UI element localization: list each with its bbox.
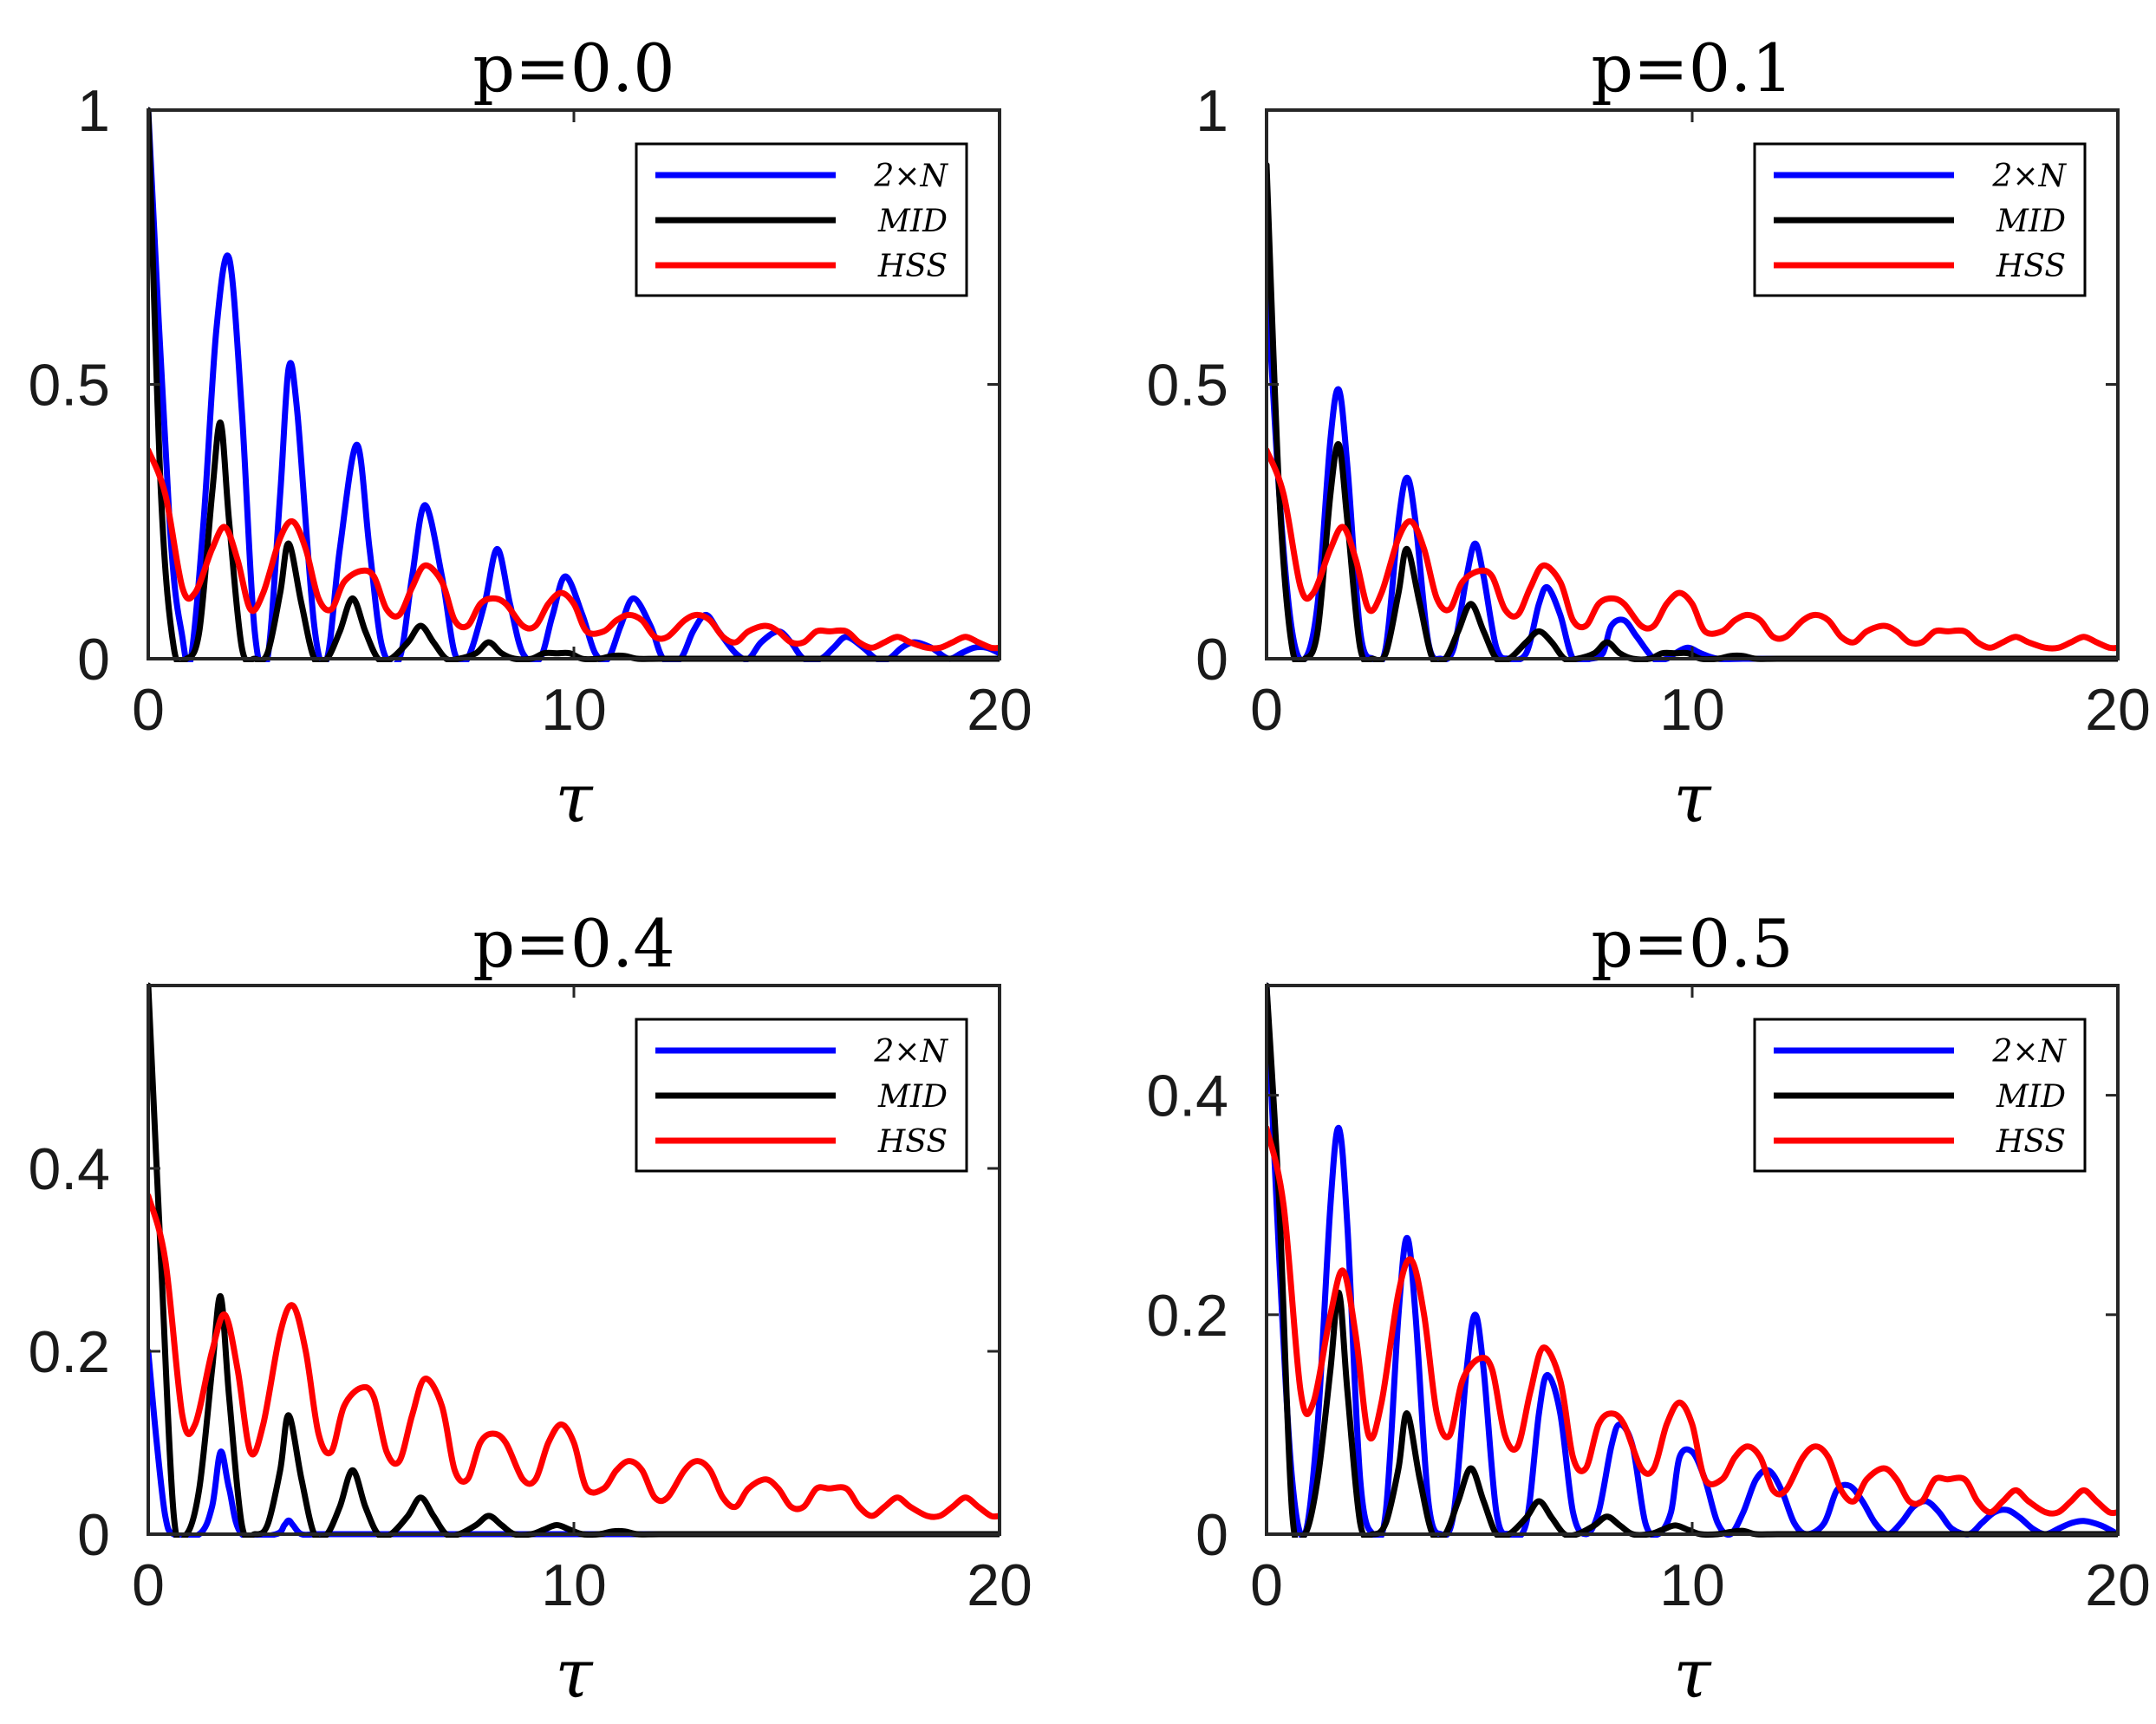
x-axis-label: τ (555, 760, 594, 838)
legend: 2×N MID HSS (1753, 1018, 2087, 1173)
x-tick-label: 20 (967, 677, 1032, 743)
y-tick-label: 0 (1195, 1502, 1228, 1568)
y-tick-label: 0.4 (28, 1136, 110, 1202)
legend: 2×N MID HSS (635, 142, 968, 297)
x-tick-label: 10 (541, 677, 607, 743)
y-tick-label: 0.5 (1146, 353, 1228, 419)
x-tick-label: 20 (2085, 677, 2151, 743)
x-tick-label: 0 (132, 677, 165, 743)
y-tick-label: 0 (77, 1502, 110, 1568)
legend: 2×N MID HSS (635, 1018, 968, 1173)
legend: 2×N MID HSS (1753, 142, 2087, 297)
x-tick-label: 10 (541, 1552, 607, 1618)
legend-label-HSS: HSS (877, 249, 948, 284)
x-axis-label: τ (1673, 760, 1712, 838)
subplot-3: p=0.4 0 10 20 0 0.2 0.4 τ 2×N MID HSS (28, 905, 1032, 1714)
legend-label-MID: MID (877, 204, 948, 239)
x-tick-label: 20 (967, 1552, 1032, 1618)
y-tick-label: 0.5 (28, 353, 110, 419)
subplot-title: p=0.5 (1591, 905, 1793, 982)
legend-label-2xN: 2×N (873, 159, 948, 194)
y-tick-label: 0 (77, 627, 110, 693)
x-tick-label: 0 (1250, 677, 1283, 743)
x-tick-label: 20 (2085, 1552, 2151, 1618)
series-line-HSS (148, 447, 1000, 652)
legend-label-HSS: HSS (1996, 1124, 2066, 1160)
series-line-HSS (1267, 447, 2118, 652)
subplot-2: p=0.1 0 10 20 0 0.5 1 τ 2×N MID HSS (1146, 29, 2150, 838)
series-line-HSS (1267, 1125, 2118, 1517)
series-line-HSS (148, 1193, 1000, 1520)
legend-label-HSS: HSS (877, 1124, 948, 1160)
legend-label-MID: MID (1996, 204, 2066, 239)
series-line-2xN (148, 107, 1000, 662)
x-tick-label: 0 (132, 1552, 165, 1618)
subplot-title: p=0.4 (472, 905, 674, 982)
x-axis-label: τ (555, 1636, 594, 1714)
x-axis-label: τ (1673, 1636, 1712, 1714)
subplot-4: p=0.5 0 10 20 0 0.2 0.4 τ 2×N MID HSS (1146, 905, 2150, 1714)
legend-label-MID: MID (1996, 1079, 2066, 1115)
legend-label-MID: MID (877, 1079, 948, 1115)
y-tick-label: 1 (77, 78, 110, 144)
y-tick-label: 0.2 (28, 1319, 110, 1385)
legend-label-2xN: 2×N (873, 1034, 948, 1070)
legend-label-2xN: 2×N (1991, 159, 2067, 194)
x-tick-label: 0 (1250, 1552, 1283, 1618)
legend-label-2xN: 2×N (1991, 1034, 2067, 1070)
y-tick-label: 0.2 (1146, 1283, 1228, 1349)
series-line-2xN (1267, 982, 2118, 1538)
y-tick-label: 1 (1195, 78, 1228, 144)
x-tick-label: 10 (1659, 677, 1725, 743)
y-tick-label: 0.4 (1146, 1064, 1228, 1129)
subplot-title: p=0.1 (1591, 29, 1793, 107)
legend-label-HSS: HSS (1996, 249, 2066, 284)
x-tick-label: 10 (1659, 1552, 1725, 1618)
y-tick-label: 0 (1195, 627, 1228, 693)
subplot-title: p=0.0 (472, 29, 674, 107)
subplot-1: p=0.0 0 10 20 0 0.5 1 τ 2×N MID HSS (28, 29, 1032, 838)
